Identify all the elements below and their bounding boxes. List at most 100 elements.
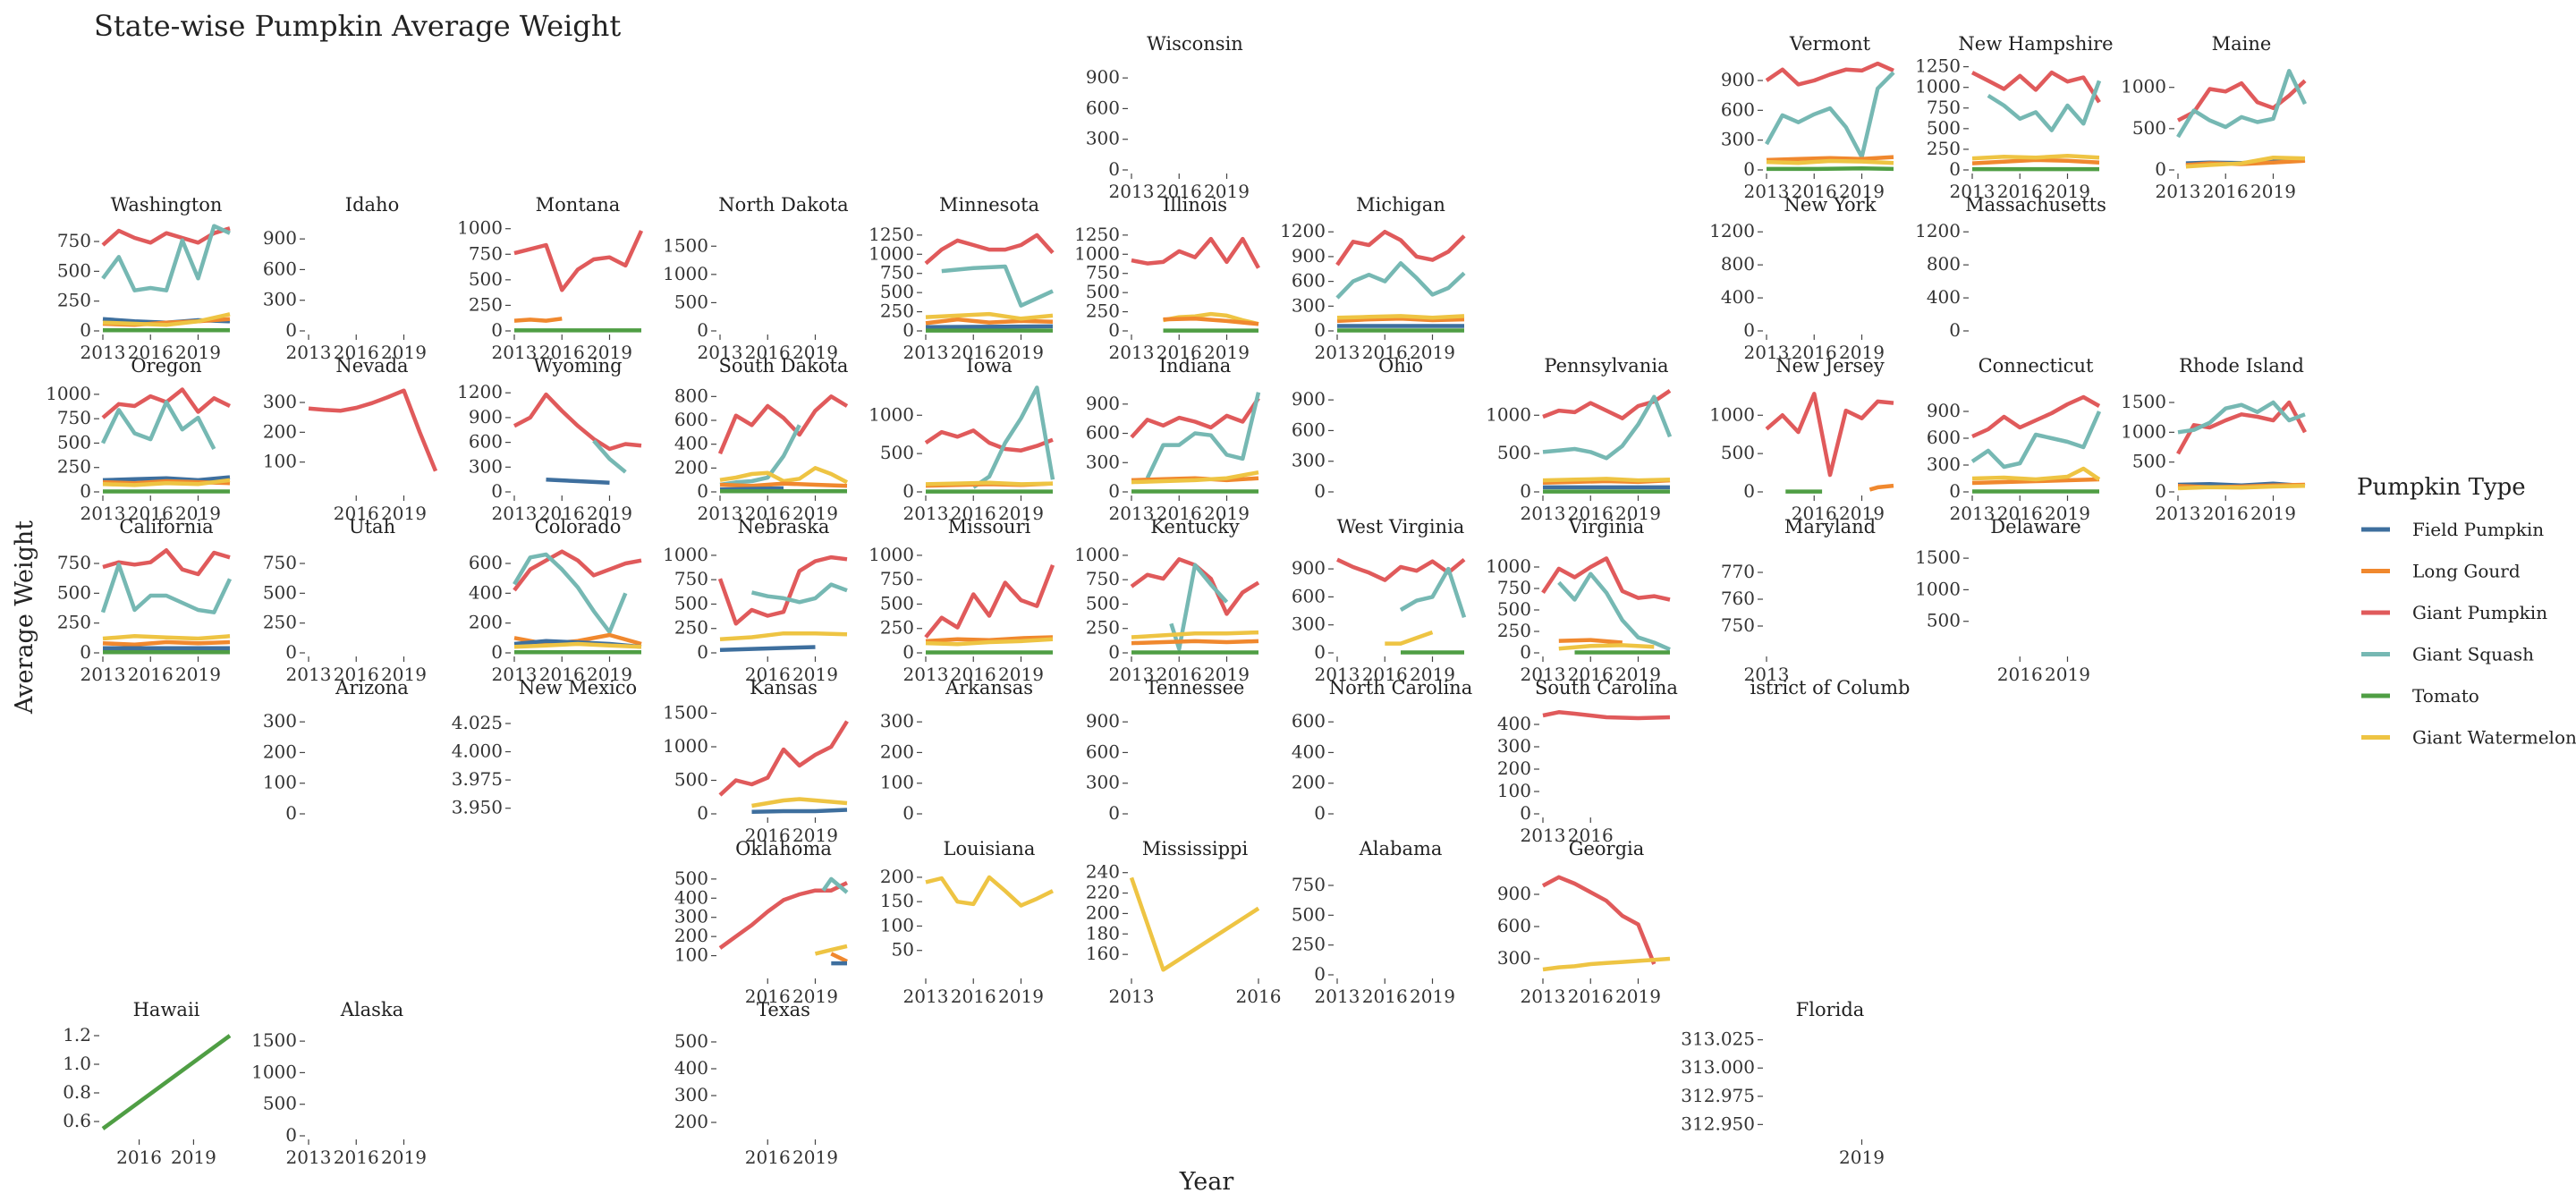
panel-alaska: Alaska 0 500 1000 1500 2013 2016 2019 [251, 999, 427, 1168]
panel-vermont: Vermont 0 300 600 900 2013 2016 2019 [1721, 33, 1895, 202]
y-tick-label: 160 [1086, 943, 1120, 964]
y-tick-label: 3.975 [452, 768, 503, 790]
series-long-gourd [1766, 155, 1894, 163]
y-tick-label: 50 [892, 939, 914, 961]
y-axis-title: Average Weight [11, 521, 38, 715]
series-giant-squash [1542, 394, 1673, 461]
panel-florida: Florida 312.950 312.975 313.000 313.025 2019 [1681, 999, 1885, 1168]
x-tick-label: 2013 [1521, 986, 1566, 1007]
y-tick-label: 100 [1497, 780, 1531, 801]
x-tick-label: 2019 [171, 1147, 216, 1168]
y-tick-label: 300 [1086, 451, 1120, 472]
series-tomato [1767, 166, 1894, 172]
y-tick-label: 800 [674, 385, 708, 406]
y-tick-label: 900 [1292, 557, 1326, 579]
y-tick-label: 250 [880, 617, 914, 639]
y-tick-label: 1200 [1280, 220, 1326, 241]
panel-colorado: Colorado 0 200 400 600 2013 2016 2019 [469, 516, 642, 685]
series-giant-pumpkin [2176, 79, 2307, 123]
series-giant-watermelon [1766, 158, 1894, 165]
series-giant-pumpkin [513, 549, 642, 592]
x-tick-label: 2019 [587, 342, 632, 363]
y-tick-label: 500 [1721, 442, 1755, 463]
y-tick-label: 1250 [869, 224, 914, 245]
panel-wisconsin: Wisconsin 0 300 600 900 2013 2016 2019 [1086, 33, 1250, 202]
y-tick-label: 0 [285, 1124, 297, 1146]
series-giant-pumpkin [718, 720, 849, 797]
panel-title: Connecticut [1979, 355, 2094, 377]
y-tick-label: 200 [1086, 902, 1120, 923]
panel-title: South Dakota [719, 355, 849, 377]
x-tick-label: 2019 [1839, 1147, 1885, 1168]
panel-title: Nevada [335, 355, 408, 377]
legend-label: Long Gourd [2412, 561, 2521, 582]
y-tick-label: 0 [902, 802, 914, 824]
y-tick-label: 400 [674, 433, 708, 454]
y-tick-label: 220 [1086, 882, 1120, 903]
y-tick-label: 0 [491, 319, 503, 341]
y-tick-label: 0 [1949, 480, 1961, 502]
x-tick-label: 2019 [381, 664, 427, 685]
y-tick-label: 500 [1497, 442, 1531, 463]
chart-title: State-wise Pumpkin Average Weight [94, 9, 621, 43]
series-giant-pumpkin [1130, 397, 1260, 439]
x-tick-label: 2016 [2203, 181, 2249, 202]
x-tick-label: 2019 [1204, 181, 1250, 202]
y-tick-label: 300 [1497, 947, 1531, 969]
x-tick-label: 2019 [1615, 503, 1661, 524]
x-tick-label: 2013 [1744, 181, 1790, 202]
y-tick-label: 1000 [663, 263, 708, 284]
y-tick-label: 500 [57, 259, 91, 281]
y-tick-label: 200 [1497, 758, 1531, 779]
x-tick-label: 2013 [1109, 503, 1155, 524]
y-tick-label: 250 [880, 300, 914, 322]
y-tick-label: 0 [1520, 641, 1531, 663]
y-tick-label: 750 [1927, 97, 1961, 118]
series-giant-pumpkin [717, 554, 848, 626]
y-tick-label: 500 [880, 592, 914, 614]
panel-title: Wisconsin [1147, 33, 1243, 55]
x-tick-label: 2019 [1839, 503, 1885, 524]
series-long-gourd [1868, 483, 1894, 492]
y-tick-label: 0 [285, 319, 297, 341]
y-tick-label: 800 [1927, 253, 1961, 275]
panel-title: Maine [2212, 33, 2272, 55]
series-giant-pumpkin [513, 230, 644, 292]
panel-california: California 0 250 500 750 2013 2016 2019 [57, 516, 233, 685]
y-tick-label: 250 [674, 617, 708, 639]
y-tick-label: 250 [57, 290, 91, 311]
x-tick-label: 2019 [792, 986, 838, 1007]
y-tick-label: 250 [1292, 934, 1326, 955]
y-tick-label: 0 [902, 480, 914, 502]
series-giant-squash [100, 400, 216, 451]
x-tick-label: 2016 [539, 503, 585, 524]
x-tick-label: 2016 [745, 503, 791, 524]
legend-label: Field Pumpkin [2412, 519, 2544, 540]
panel-title: Florida [1796, 999, 1865, 1020]
panel-title: Louisiana [944, 838, 1036, 859]
series-long-gourd [1336, 316, 1465, 324]
y-tick-label: 180 [1086, 922, 1120, 944]
panel-title: Mississippi [1142, 838, 1249, 859]
series-giant-watermelon [1558, 643, 1655, 651]
y-tick-label: 1000 [457, 217, 503, 239]
x-tick-label: 2016 [745, 342, 791, 363]
series-giant-watermelon [1336, 314, 1465, 320]
y-tick-label: 600 [469, 431, 503, 453]
y-tick-label: 0 [697, 480, 708, 502]
y-tick-label: 0 [1743, 158, 1755, 180]
x-tick-label: 2013 [2156, 503, 2201, 524]
x-tick-label: 2013 [903, 664, 949, 685]
y-tick-label: 600 [1292, 270, 1326, 292]
y-tick-label: 100 [263, 451, 297, 472]
panel-title: Maryland [1784, 516, 1876, 538]
series-giant-watermelon [719, 631, 848, 641]
x-tick-label: 2016 [2203, 503, 2249, 524]
series-long-gourd [719, 481, 848, 488]
y-tick-label: 0 [1108, 480, 1120, 502]
series-long-gourd [1163, 317, 1259, 326]
x-tick-label: 2019 [1615, 986, 1661, 1007]
